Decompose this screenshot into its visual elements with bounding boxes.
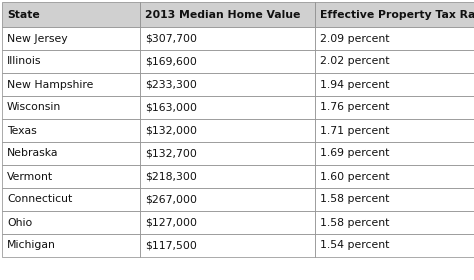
Text: 2.02 percent: 2.02 percent [320,57,390,67]
Text: 1.94 percent: 1.94 percent [320,80,389,90]
Bar [140,27,315,50]
Text: 1.60 percent: 1.60 percent [320,171,390,181]
Bar [315,142,474,165]
Text: Illinois: Illinois [7,57,42,67]
Bar [2,50,140,73]
Text: Nebraska: Nebraska [7,148,58,158]
Text: Effective Property Tax Rate: Effective Property Tax Rate [320,10,474,20]
Text: 1.76 percent: 1.76 percent [320,102,389,113]
Text: $132,700: $132,700 [145,148,197,158]
Text: $163,000: $163,000 [145,102,197,113]
Text: 1.71 percent: 1.71 percent [320,125,389,136]
Bar [2,27,140,50]
Bar [140,119,315,142]
Text: 2.09 percent: 2.09 percent [320,34,390,43]
Bar [315,119,474,142]
Text: Texas: Texas [7,125,37,136]
Bar [2,188,140,211]
Bar [315,211,474,234]
Bar [315,165,474,188]
Text: New Jersey: New Jersey [7,34,68,43]
Text: State: State [7,10,40,20]
Bar [315,188,474,211]
Bar [2,73,140,96]
Text: 1.54 percent: 1.54 percent [320,241,389,251]
Bar [2,211,140,234]
Text: $132,000: $132,000 [145,125,197,136]
Bar [2,2,140,27]
Text: 1.58 percent: 1.58 percent [320,218,389,227]
Text: $233,300: $233,300 [145,80,197,90]
Bar [140,142,315,165]
Bar [140,188,315,211]
Bar [315,50,474,73]
Bar [2,234,140,257]
Text: $218,300: $218,300 [145,171,197,181]
Text: New Hampshire: New Hampshire [7,80,93,90]
Bar [2,142,140,165]
Text: $169,600: $169,600 [145,57,197,67]
Bar [315,73,474,96]
Text: 1.69 percent: 1.69 percent [320,148,389,158]
Bar [140,50,315,73]
Bar [140,165,315,188]
Bar [140,2,315,27]
Text: $267,000: $267,000 [145,195,197,204]
Bar [315,96,474,119]
Text: 2013 Median Home Value: 2013 Median Home Value [145,10,301,20]
Bar [315,27,474,50]
Bar [315,2,474,27]
Text: Wisconsin: Wisconsin [7,102,61,113]
Text: Ohio: Ohio [7,218,32,227]
Bar [140,73,315,96]
Text: Vermont: Vermont [7,171,53,181]
Text: 1.58 percent: 1.58 percent [320,195,389,204]
Text: $117,500: $117,500 [145,241,197,251]
Bar [140,96,315,119]
Bar [140,211,315,234]
Text: $307,700: $307,700 [145,34,197,43]
Bar [315,234,474,257]
Text: Michigan: Michigan [7,241,56,251]
Bar [2,165,140,188]
Bar [140,234,315,257]
Bar [2,119,140,142]
Bar [2,96,140,119]
Text: $127,000: $127,000 [145,218,197,227]
Text: Connecticut: Connecticut [7,195,72,204]
